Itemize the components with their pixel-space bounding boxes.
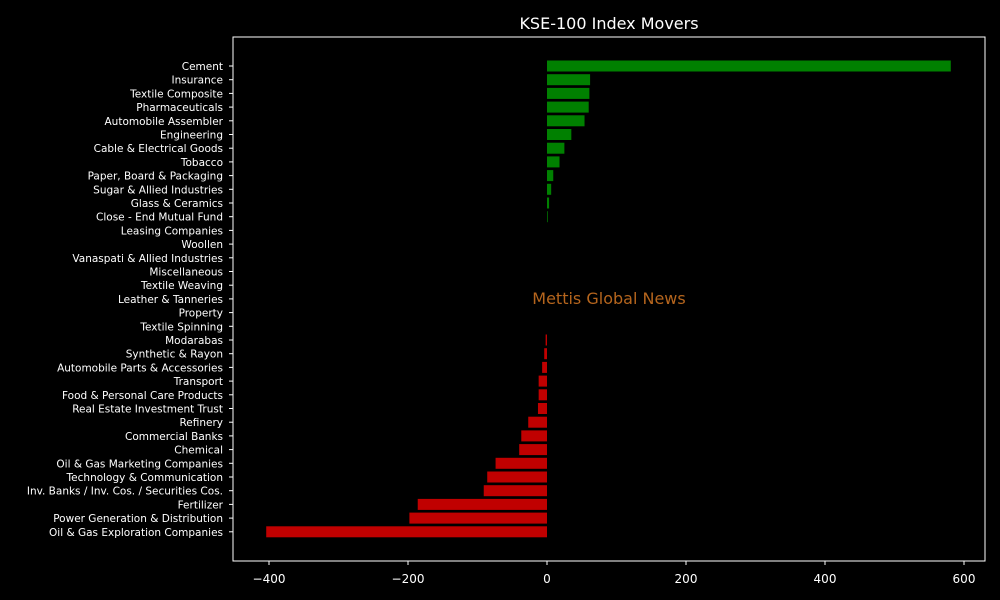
y-tick-label-1: Insurance <box>171 75 223 87</box>
y-tick-label-31: Inv. Banks / Inv. Cos. / Securities Cos. <box>27 486 223 498</box>
bar-8 <box>547 170 554 182</box>
y-tick-label-5: Engineering <box>160 130 223 142</box>
y-tick-label-15: Miscellaneous <box>149 267 223 279</box>
bar-11 <box>547 211 548 223</box>
y-tick-label-4: Automobile Assembler <box>105 116 224 128</box>
y-tick-label-11: Close - End Mutual Fund <box>96 212 223 224</box>
bar-5 <box>547 129 572 140</box>
y-tick-label-21: Synthetic & Rayon <box>126 349 223 361</box>
x-tick-label-3: 200 <box>675 572 698 586</box>
x-tick-label-4: 400 <box>814 572 837 586</box>
y-tick-label-18: Property <box>179 308 223 320</box>
y-tick-label-25: Real Estate Investment Trust <box>72 404 223 416</box>
bar-20 <box>545 334 547 346</box>
bar-7 <box>547 156 560 168</box>
y-tick-label-14: Vanaspati & Allied Industries <box>72 253 223 265</box>
bar-33 <box>409 512 547 524</box>
bar-1 <box>547 74 591 86</box>
y-tick-label-0: Cement <box>182 61 223 73</box>
bar-28 <box>519 444 547 456</box>
bars-group <box>266 60 951 538</box>
x-tick-label-0: −400 <box>253 572 286 586</box>
y-tick-label-10: Glass & Ceramics <box>131 198 223 210</box>
y-tick-label-17: Leather & Tanneries <box>118 294 223 306</box>
bar-34 <box>266 526 547 538</box>
y-tick-label-2: Textile Composite <box>129 88 223 100</box>
bar-4 <box>547 115 585 127</box>
x-tick-label-5: 600 <box>953 572 976 586</box>
y-tick-label-34: Oil & Gas Exploration Companies <box>49 527 223 539</box>
y-tick-label-13: Woollen <box>181 239 223 251</box>
y-tick-label-28: Chemical <box>174 445 223 457</box>
y-tick-label-29: Oil & Gas Marketing Companies <box>56 458 223 470</box>
watermark: Mettis Global News <box>532 289 685 308</box>
bar-29 <box>495 457 547 469</box>
bar-10 <box>547 197 550 209</box>
y-tick-label-30: Technology & Communication <box>66 472 223 484</box>
y-tick-label-22: Automobile Parts & Accessories <box>57 362 223 374</box>
bar-9 <box>547 183 552 195</box>
y-tick-label-6: Cable & Electrical Goods <box>94 143 223 155</box>
bar-21 <box>544 348 547 360</box>
y-tick-label-16: Textile Weaving <box>140 280 223 292</box>
bar-22 <box>542 361 547 373</box>
bar-25 <box>537 403 547 414</box>
y-tick-label-19: Textile Spinning <box>139 321 223 333</box>
bar-32 <box>417 498 547 510</box>
y-tick-label-7: Tobacco <box>180 157 223 169</box>
bar-26 <box>528 416 547 428</box>
chart-title: KSE-100 Index Movers <box>519 14 698 33</box>
y-tick-label-8: Paper, Board & Packaging <box>88 171 223 183</box>
bar-2 <box>547 87 590 99</box>
y-tick-label-24: Food & Personal Care Products <box>62 390 223 402</box>
bar-23 <box>538 375 547 387</box>
bar-6 <box>547 142 565 154</box>
y-tick-label-32: Fertilizer <box>178 499 224 511</box>
x-tick-label-1: −200 <box>392 572 425 586</box>
y-tick-label-26: Refinery <box>179 417 223 429</box>
y-tick-label-3: Pharmaceuticals <box>136 102 223 114</box>
bar-31 <box>483 485 547 497</box>
x-tick-label-2: 0 <box>543 572 551 586</box>
y-tick-label-33: Power Generation & Distribution <box>53 513 223 525</box>
bar-27 <box>521 430 547 442</box>
y-tick-label-27: Commercial Banks <box>125 431 223 443</box>
bar-0 <box>547 60 951 72</box>
y-tick-label-9: Sugar & Allied Industries <box>93 184 223 196</box>
bar-3 <box>547 101 589 113</box>
bar-24 <box>538 389 547 401</box>
y-tick-label-20: Modarabas <box>165 335 223 347</box>
bar-30 <box>487 471 547 483</box>
y-tick-label-23: Transport <box>173 376 223 388</box>
x-tick-labels: −400 −200 0 200 400 600 <box>253 561 976 586</box>
y-tick-label-12: Leasing Companies <box>121 225 223 237</box>
